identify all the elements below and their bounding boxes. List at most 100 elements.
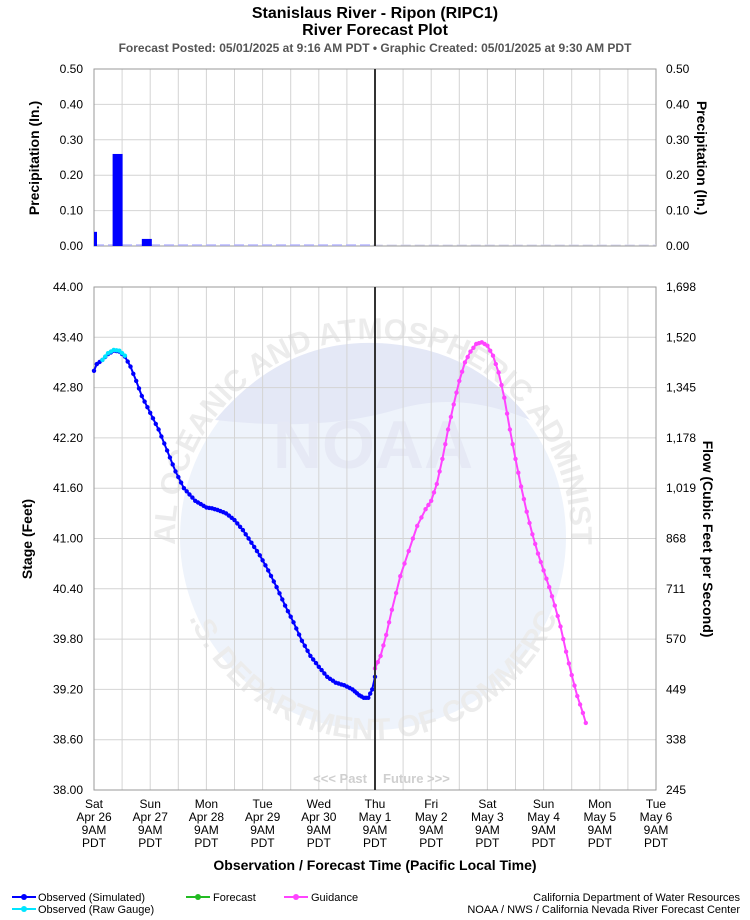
series-point [496, 370, 501, 375]
series-point [134, 378, 139, 384]
stage-tick: 42.20 [53, 431, 83, 445]
x-tick-label: Apr 26 [76, 810, 112, 824]
series-point [184, 489, 189, 494]
series-point [569, 672, 574, 678]
series-point [232, 517, 237, 523]
series-point [524, 509, 529, 514]
legend-observed-raw-gauge: Observed (Raw Gauge) [12, 904, 154, 916]
series-point [393, 590, 399, 596]
credit-cnrfc: NOAA / NWS / California Nevada River For… [467, 904, 740, 916]
precip-left-tick: 0.30 [60, 133, 84, 147]
series-point [535, 551, 541, 556]
x-tick-label: Thu [365, 797, 386, 811]
x-tick-label: 9AM [138, 823, 163, 837]
series-point [148, 410, 153, 415]
stage-tick: 42.80 [53, 381, 83, 395]
x-tick-label: 9AM [644, 823, 669, 837]
series-point [302, 643, 307, 648]
series-point [277, 591, 282, 596]
precip-bars [94, 69, 376, 246]
series-point [368, 691, 373, 696]
precip-left-tick: 0.20 [60, 168, 84, 182]
x-tick-label: Sat [85, 797, 104, 811]
series-point [462, 360, 468, 365]
series-point [580, 710, 586, 716]
x-tick-label: May 5 [583, 810, 616, 824]
flow-tick: 711 [666, 582, 685, 596]
series-point [575, 693, 580, 699]
series-point [583, 720, 588, 726]
series-point [305, 648, 310, 653]
series-point [402, 561, 407, 566]
precip-right-tick: 0.50 [666, 62, 690, 76]
series-point [443, 442, 448, 447]
series-point [122, 353, 128, 358]
series-point [176, 474, 181, 480]
series-point [308, 653, 313, 659]
flow-tick: 1,345 [666, 381, 696, 395]
credit-dwr: California Department of Water Resources [533, 892, 740, 904]
series-point [145, 405, 150, 410]
x-tick-label: 9AM [363, 823, 388, 837]
x-tick-label: PDT [251, 836, 276, 850]
x-tick-label: Fri [424, 797, 438, 811]
series-point [150, 416, 156, 421]
series-point [527, 520, 532, 526]
series-point [381, 643, 386, 648]
series-point [260, 558, 265, 563]
series-point [538, 559, 543, 565]
series-point [572, 683, 577, 688]
x-tick-label: 9AM [531, 823, 556, 837]
precip-left-tick: 0.40 [60, 97, 84, 111]
series-point [434, 481, 439, 487]
series-point [254, 548, 260, 554]
stage-tick: 44.00 [53, 280, 83, 294]
x-tick-label: PDT [419, 836, 444, 850]
x-tick-label: 9AM [194, 823, 219, 837]
series-point [429, 498, 434, 503]
series-point [139, 393, 144, 399]
stage-tick: 41.00 [53, 532, 83, 546]
series-point [266, 568, 271, 573]
stage-series [91, 287, 588, 790]
series-point [190, 495, 195, 500]
series-point [566, 661, 572, 666]
legend-label: Guidance [311, 892, 358, 904]
flow-tick: 245 [666, 783, 686, 797]
series-point [313, 660, 319, 666]
x-tick-label: Sun [533, 797, 554, 811]
legend: Observed (Simulated) Observed (Raw Gauge… [12, 892, 358, 916]
series-point [513, 456, 518, 462]
precip-right-tick: 0.00 [666, 239, 690, 253]
precip-left-axis-label: Precipitation (In.) [26, 101, 42, 215]
x-tick-label: PDT [82, 836, 107, 850]
series-point [274, 584, 279, 590]
x-tick-label: Tue [252, 797, 273, 811]
x-tick-label: PDT [532, 836, 557, 850]
series-point [319, 667, 324, 673]
series-point [240, 527, 246, 533]
flow-axis-label: Flow (Cubic Feet per Second) [700, 441, 716, 638]
x-tick-label: Wed [307, 797, 331, 811]
x-tick-label: May 3 [471, 810, 504, 824]
series-point [389, 607, 395, 612]
precip-left-tick: 0.50 [60, 62, 84, 76]
stage-tick: 40.40 [53, 582, 83, 596]
series-point [243, 532, 248, 537]
series-point [552, 603, 557, 608]
series-point [156, 427, 161, 432]
flow-tick: 338 [666, 733, 686, 747]
series-point [366, 695, 371, 700]
x-tick-label: May 4 [527, 810, 560, 824]
series-point [103, 354, 108, 359]
series-point [181, 486, 187, 491]
series-point [426, 502, 431, 508]
series-point [91, 368, 97, 373]
x-tick-label: PDT [307, 836, 332, 850]
series-point [285, 609, 291, 614]
legend-label: Forecast [213, 892, 256, 904]
series-point [561, 636, 566, 642]
